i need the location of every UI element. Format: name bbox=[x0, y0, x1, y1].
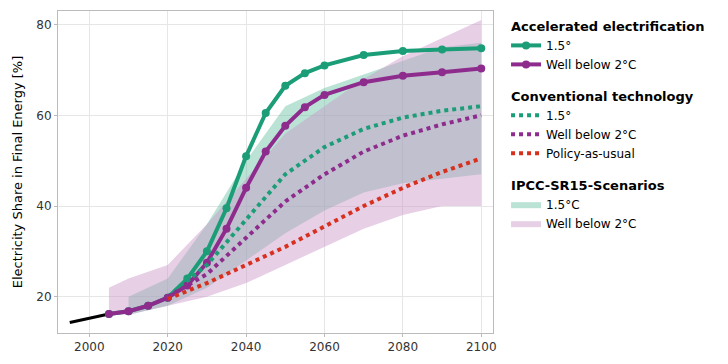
svg-text:IPCC-SR15-Scenarios: IPCC-SR15-Scenarios bbox=[511, 178, 665, 193]
svg-text:2000: 2000 bbox=[74, 340, 105, 354]
svg-text:2060: 2060 bbox=[309, 340, 340, 354]
svg-text:1.5°: 1.5° bbox=[546, 109, 571, 123]
svg-text:Well below 2°C: Well below 2°C bbox=[546, 128, 636, 142]
svg-text:40: 40 bbox=[36, 199, 51, 213]
svg-text:2080: 2080 bbox=[388, 340, 419, 354]
svg-text:Accelerated electrification: Accelerated electrification bbox=[511, 19, 704, 34]
svg-text:2020: 2020 bbox=[152, 340, 183, 354]
svg-text:Well below 2°C: Well below 2°C bbox=[546, 217, 636, 231]
svg-text:Electricity Share in Final Ene: Electricity Share in Final Energy [%] bbox=[10, 56, 25, 289]
svg-text:Conventional technology: Conventional technology bbox=[511, 89, 694, 104]
svg-text:2040: 2040 bbox=[231, 340, 262, 354]
svg-text:Well below 2°C: Well below 2°C bbox=[546, 58, 636, 72]
svg-text:Policy-as-usual: Policy-as-usual bbox=[546, 147, 635, 161]
svg-text:60: 60 bbox=[36, 109, 51, 123]
svg-text:2100: 2100 bbox=[466, 340, 497, 354]
svg-text:20: 20 bbox=[36, 290, 51, 304]
svg-text:1.5°: 1.5° bbox=[546, 39, 571, 53]
svg-text:80: 80 bbox=[36, 18, 51, 32]
svg-text:1.5°C: 1.5°C bbox=[546, 198, 579, 212]
